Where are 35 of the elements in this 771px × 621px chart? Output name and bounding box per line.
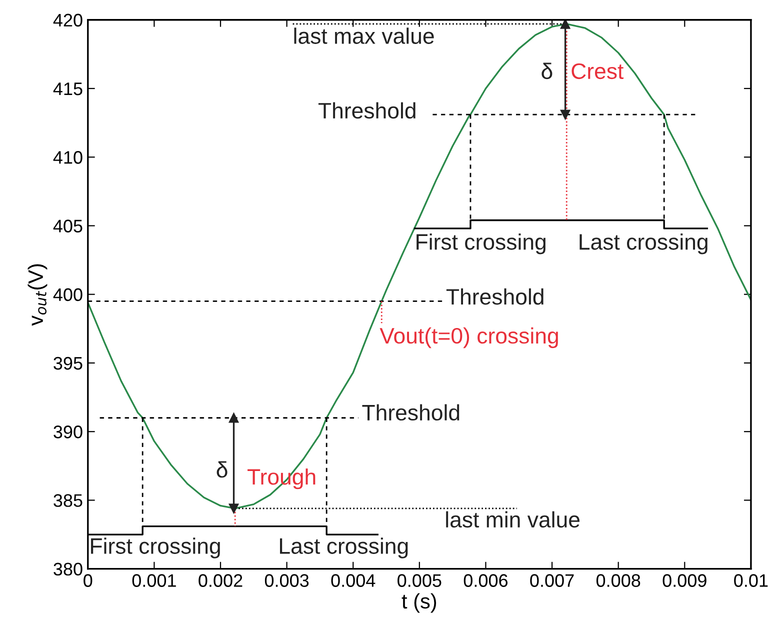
- annotation: last min value: [446, 511, 580, 528]
- y-axis-title: v$_{out}$(V): [28, 264, 48, 326]
- x-tick-label: 0.01: [734, 574, 768, 587]
- x-tick-label: 0.002: [198, 574, 242, 587]
- y-tick-label: 410: [53, 151, 82, 164]
- y-tick-label: 415: [53, 82, 82, 96]
- x-tick-label: 0.008: [596, 574, 640, 587]
- y-tick-label: 395: [54, 356, 82, 370]
- annotation: Threshold: [318, 102, 416, 119]
- y-tick-label: 400: [53, 288, 82, 302]
- annotation: Last crossing: [580, 233, 708, 254]
- annotation: δ: [542, 62, 552, 80]
- annotation: Vout(t=0) crossing: [380, 327, 558, 348]
- y-tick-label: 390: [54, 426, 82, 438]
- y-tick-label: 405: [53, 220, 82, 232]
- annotation: First crossing: [416, 233, 546, 254]
- x-tick-label: 0.001: [132, 574, 176, 587]
- x-tick-label: 0.003: [264, 574, 309, 587]
- x-axis-title: t (s): [402, 593, 436, 613]
- x-tick-label: 0.004: [331, 574, 376, 587]
- y-tick-label: 420: [53, 14, 82, 27]
- annotation: last max value: [294, 28, 434, 44]
- annotation: δ: [216, 461, 228, 478]
- x-tick-label: 0.009: [662, 574, 706, 587]
- annotation: Threshold: [446, 288, 544, 305]
- x-tick-label: 0.007: [530, 574, 574, 587]
- y-tick-label: 385: [54, 494, 82, 507]
- annotation: Last crossing: [280, 538, 408, 558]
- annotation: Crest: [572, 63, 624, 80]
- x-tick-label: 0: [84, 574, 92, 587]
- annotation: First crossing: [91, 538, 220, 558]
- y-tick-label: 380: [54, 562, 82, 576]
- x-tick-label: 0.006: [464, 574, 508, 587]
- annotation: Threshold: [362, 404, 460, 421]
- x-tick-label: 0.005: [398, 574, 442, 587]
